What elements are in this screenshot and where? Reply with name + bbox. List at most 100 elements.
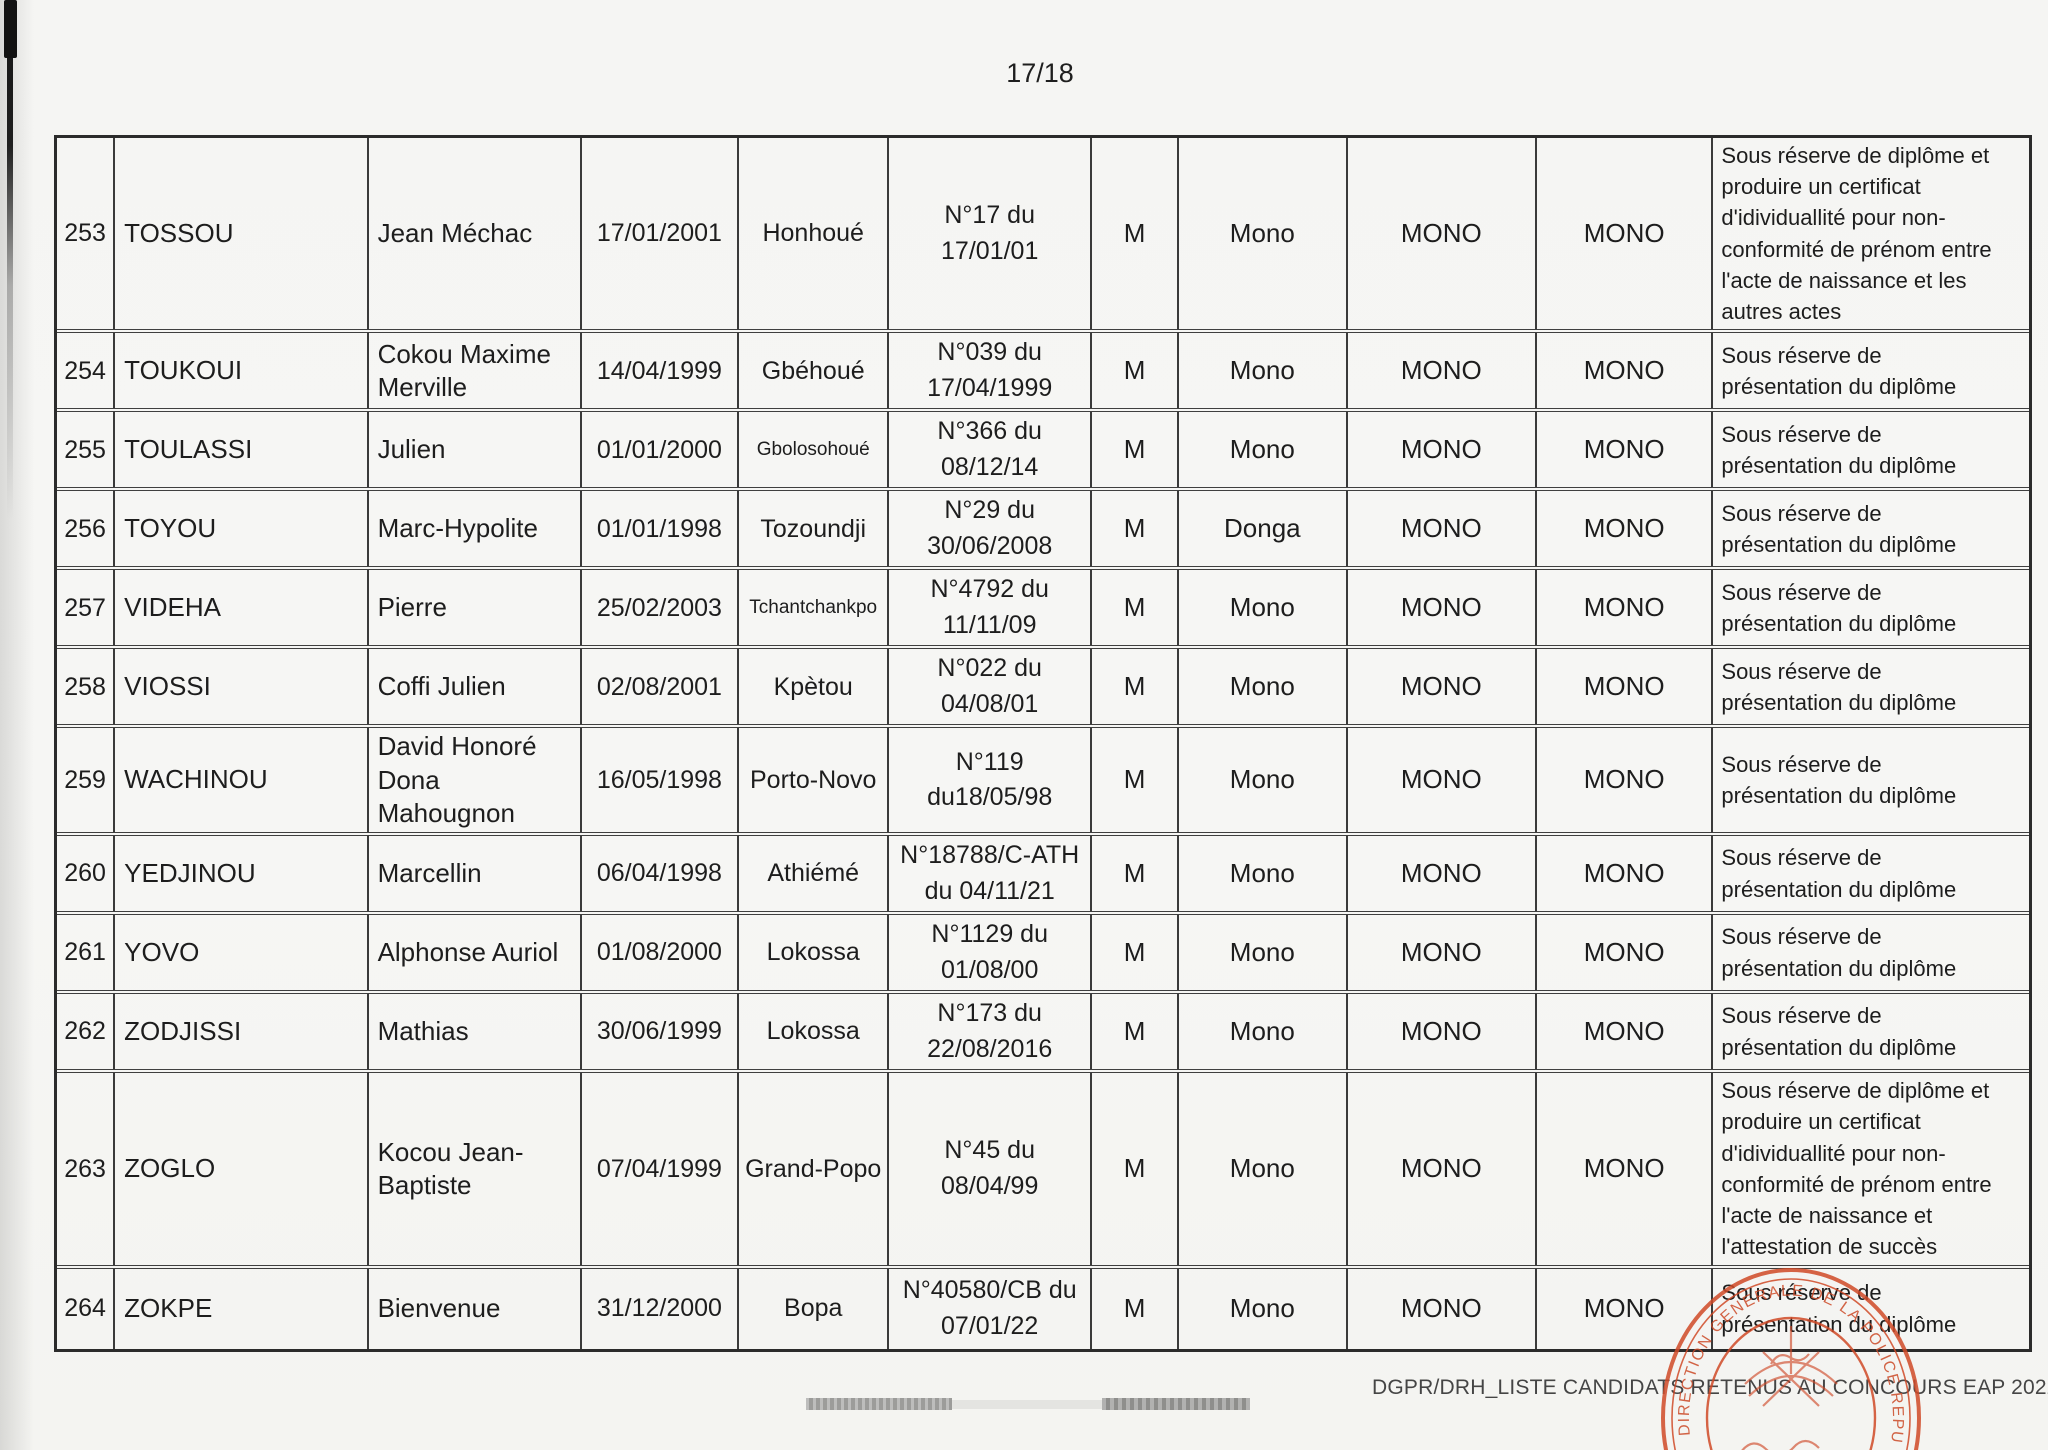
cell-certificate: N°18788/C-ATH du 04/11/21 xyxy=(889,836,1093,912)
cell-center1: MONO xyxy=(1348,1073,1537,1265)
cell-dob: 01/01/2000 xyxy=(582,412,740,488)
candidates-table: 253 TOSSOU Jean Méchac 17/01/2001 Honhoué N°1… xyxy=(54,135,2032,1352)
cell-no: 255 xyxy=(57,412,116,488)
cell-no: 263 xyxy=(57,1073,116,1265)
cell-place: Porto-Novo xyxy=(739,728,890,833)
cell-department: Mono xyxy=(1179,1268,1348,1349)
table-row: 254 TOUKOUI Cokou Maxime Merville 14/04/199… xyxy=(57,329,2029,409)
cell-certificate: N°45 du 08/04/99 xyxy=(889,1073,1093,1265)
cell-surname: TOULASSI xyxy=(115,412,369,488)
cell-dob: 31/12/2000 xyxy=(582,1268,740,1349)
page-number: 17/18 xyxy=(1006,58,1074,88)
cell-observation: Sous réserve de diplôme et produire un c… xyxy=(1721,143,1992,325)
cell-center2: MONO xyxy=(1537,333,1714,409)
cell-dob: 01/01/1998 xyxy=(582,491,740,567)
cell-department: Mono xyxy=(1179,1073,1348,1265)
cell-surname: WACHINOU xyxy=(115,728,369,833)
cell-center2: MONO xyxy=(1537,570,1714,646)
cell-dob: 17/01/2001 xyxy=(582,138,740,330)
cell-observation: Sous réserve de présentation du diplôme xyxy=(1721,845,1957,902)
table-row: 262 ZODJISSI Mathias 30/06/1999 Lokossa N°173… xyxy=(57,990,2029,1070)
cell-sex: M xyxy=(1092,728,1180,833)
cell-center1: MONO xyxy=(1348,728,1537,833)
cell-dob: 07/04/1999 xyxy=(582,1073,740,1265)
cell-center1: MONO xyxy=(1348,412,1537,488)
redaction-bar-right xyxy=(1102,1398,1250,1410)
cell-firstname: Alphonse Auriol xyxy=(369,915,582,991)
cell-certificate: N°29 du 30/06/2008 xyxy=(889,491,1093,567)
cell-center1: MONO xyxy=(1348,1268,1537,1349)
cell-firstname: Cokou Maxime Merville xyxy=(369,333,582,409)
cell-observation: Sous réserve de diplôme et produire un c… xyxy=(1721,1078,1992,1260)
cell-observation: Sous réserve de présentation du diplôme xyxy=(1721,752,1957,809)
cell-dob: 01/08/2000 xyxy=(582,915,740,991)
cell-observation: Sous réserve de présentation du diplôme xyxy=(1721,342,1957,399)
cell-no: 259 xyxy=(57,728,116,833)
cell-dob: 14/04/1999 xyxy=(582,333,740,409)
table-row: 256 TOYOU Marc-Hypolite 01/01/1998 Tozoundji… xyxy=(57,487,2029,567)
cell-center1: MONO xyxy=(1348,915,1537,991)
table-row: 253 TOSSOU Jean Méchac 17/01/2001 Honhoué N°1… xyxy=(57,138,2029,330)
cell-firstname: Marc-Hypolite xyxy=(369,491,582,567)
table-row: 258 VIOSSI Coffi Julien 02/08/2001 Kpètou N°0… xyxy=(57,645,2029,725)
cell-dob: 25/02/2003 xyxy=(582,570,740,646)
cell-surname: TOYOU xyxy=(115,491,369,567)
cell-department: Mono xyxy=(1179,138,1348,330)
cell-center1: MONO xyxy=(1348,333,1537,409)
cell-place: Lokossa xyxy=(739,994,890,1070)
stamp-arc-text: DIRECTION GENERALE DE LA POLICE REPUBLIC… xyxy=(1645,1256,1905,1445)
cell-sex: M xyxy=(1092,1073,1180,1265)
cell-center2: MONO xyxy=(1537,138,1714,330)
cell-certificate: N°366 du 08/12/14 xyxy=(889,412,1093,488)
cell-center1: MONO xyxy=(1348,491,1537,567)
cell-sex: M xyxy=(1092,491,1180,567)
cell-certificate: N°039 du 17/04/1999 xyxy=(889,333,1093,409)
cell-center2: MONO xyxy=(1537,1268,1714,1349)
cell-department: Donga xyxy=(1179,491,1348,567)
cell-sex: M xyxy=(1092,915,1180,991)
cell-surname: ZODJISSI xyxy=(115,994,369,1070)
cell-place: Bopa xyxy=(739,1268,890,1349)
cell-dob: 06/04/1998 xyxy=(582,836,740,912)
cell-certificate: N°022 du 04/08/01 xyxy=(889,649,1093,725)
cell-center2: MONO xyxy=(1537,915,1714,991)
cell-place: Lokossa xyxy=(739,915,890,991)
cell-surname: YEDJINOU xyxy=(115,836,369,912)
cell-department: Mono xyxy=(1179,994,1348,1070)
cell-sex: M xyxy=(1092,1268,1180,1349)
table-row: 264 ZOKPE Bienvenue 31/12/2000 Bopa N°40580/C… xyxy=(57,1264,2029,1349)
cell-surname: TOUKOUI xyxy=(115,333,369,409)
cell-sex: M xyxy=(1092,138,1180,330)
cell-sex: M xyxy=(1092,994,1180,1070)
scan-edge-blob xyxy=(4,0,17,58)
cell-department: Mono xyxy=(1179,728,1348,833)
cell-place: Tchantchankpo xyxy=(739,570,890,646)
cell-dob: 16/05/1998 xyxy=(582,728,740,833)
cell-surname: VIOSSI xyxy=(115,649,369,725)
cell-center2: MONO xyxy=(1537,412,1714,488)
cell-observation: Sous réserve de présentation du diplôme xyxy=(1721,658,1957,715)
cell-firstname: Bienvenue xyxy=(369,1268,582,1349)
cell-no: 262 xyxy=(57,994,116,1070)
cell-observation: Sous réserve de présentation du diplôme xyxy=(1721,924,1957,981)
cell-place: Gbéhoué xyxy=(739,333,890,409)
cell-place: Athiémé xyxy=(739,836,890,912)
cell-center1: MONO xyxy=(1348,836,1537,912)
cell-surname: VIDEHA xyxy=(115,570,369,646)
cell-surname: ZOGLO xyxy=(115,1073,369,1265)
cell-center2: MONO xyxy=(1537,649,1714,725)
cell-firstname: Julien xyxy=(369,412,582,488)
cell-firstname: Coffi Julien xyxy=(369,649,582,725)
cell-sex: M xyxy=(1092,570,1180,646)
cell-department: Mono xyxy=(1179,412,1348,488)
cell-center2: MONO xyxy=(1537,1073,1714,1265)
cell-department: Mono xyxy=(1179,649,1348,725)
cell-surname: TOSSOU xyxy=(115,138,369,330)
cell-firstname: Mathias xyxy=(369,994,582,1070)
table-row: 263 ZOGLO Kocou Jean- Baptiste 07/04/1999 Gr… xyxy=(57,1069,2029,1265)
cell-observation: Sous réserve de présentation du diplôme xyxy=(1721,421,1957,478)
table-row: 259 WACHINOU David Honoré Dona Mahougnon 16… xyxy=(57,724,2029,833)
cell-firstname: David Honoré Dona Mahougnon xyxy=(369,728,582,833)
cell-observation: Sous réserve de présentation du diplôme xyxy=(1721,500,1957,557)
